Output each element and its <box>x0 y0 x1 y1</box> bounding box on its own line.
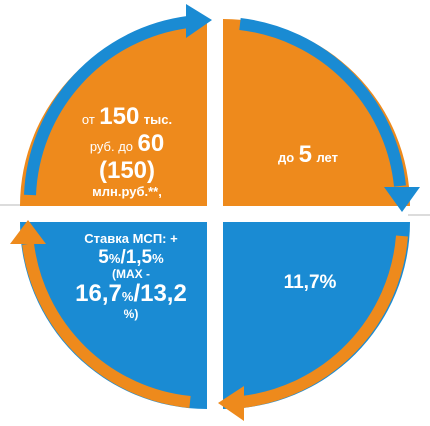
arrow-arc-top-right <box>239 18 406 187</box>
arrowhead-top-right <box>384 187 420 212</box>
term-value: 5 <box>298 141 313 168</box>
arrow-arc-top-left <box>24 16 189 196</box>
amount-to-label: руб. до <box>89 138 134 154</box>
top-left-text: от 150 тыс. руб. до 60 (150) млн.руб.**, <box>52 103 202 199</box>
bottom-left-text: Ставка МСП: + 5%/1,5% (MAX - 16,7%/13,2 … <box>56 231 206 322</box>
amount-from-label: от <box>81 112 95 127</box>
bottom-right-text: 11,7% <box>230 272 390 293</box>
arrow-arc-bottom-right <box>241 235 408 408</box>
quadrant-top-left <box>20 19 207 206</box>
rate-max-label: (MAX - <box>112 266 150 281</box>
rate-alt-value: /1,5 <box>120 246 153 268</box>
top-right-text: до 5 лет <box>228 141 388 169</box>
arrow-arc-bottom-left <box>22 243 191 408</box>
rate-max-value: 16,7 <box>75 280 122 308</box>
rate-max-alt-value: /13,2 <box>133 280 187 308</box>
rate-max-alt-percent: %) <box>123 307 139 322</box>
rate-alt-percent: % <box>152 250 164 266</box>
amount-alt-value: (150) <box>98 156 156 184</box>
amount-from-value: 150 <box>99 103 140 130</box>
term-unit: лет <box>316 150 338 165</box>
rate-label: Ставка МСП: + <box>84 231 178 246</box>
arrowhead-top-left <box>186 4 212 38</box>
rate-base-value: 5 <box>98 246 109 268</box>
arrowhead-bottom-left <box>10 220 46 244</box>
quadrant-top-right <box>223 19 410 206</box>
quadrant-bottom-left <box>20 222 207 409</box>
quadrant-bottom-right <box>223 222 410 409</box>
rate-base-percent: % <box>108 250 121 266</box>
amount-from-unit: тыс. <box>143 112 173 127</box>
term-prefix: до <box>278 150 295 165</box>
amount-unit: млн.руб.**, <box>92 183 162 199</box>
rate-max-percent: % <box>121 289 134 305</box>
arrowhead-bottom-right <box>218 386 244 421</box>
interest-rate-value: 11,7% <box>283 272 337 293</box>
amount-to-value: 60 <box>137 129 165 157</box>
